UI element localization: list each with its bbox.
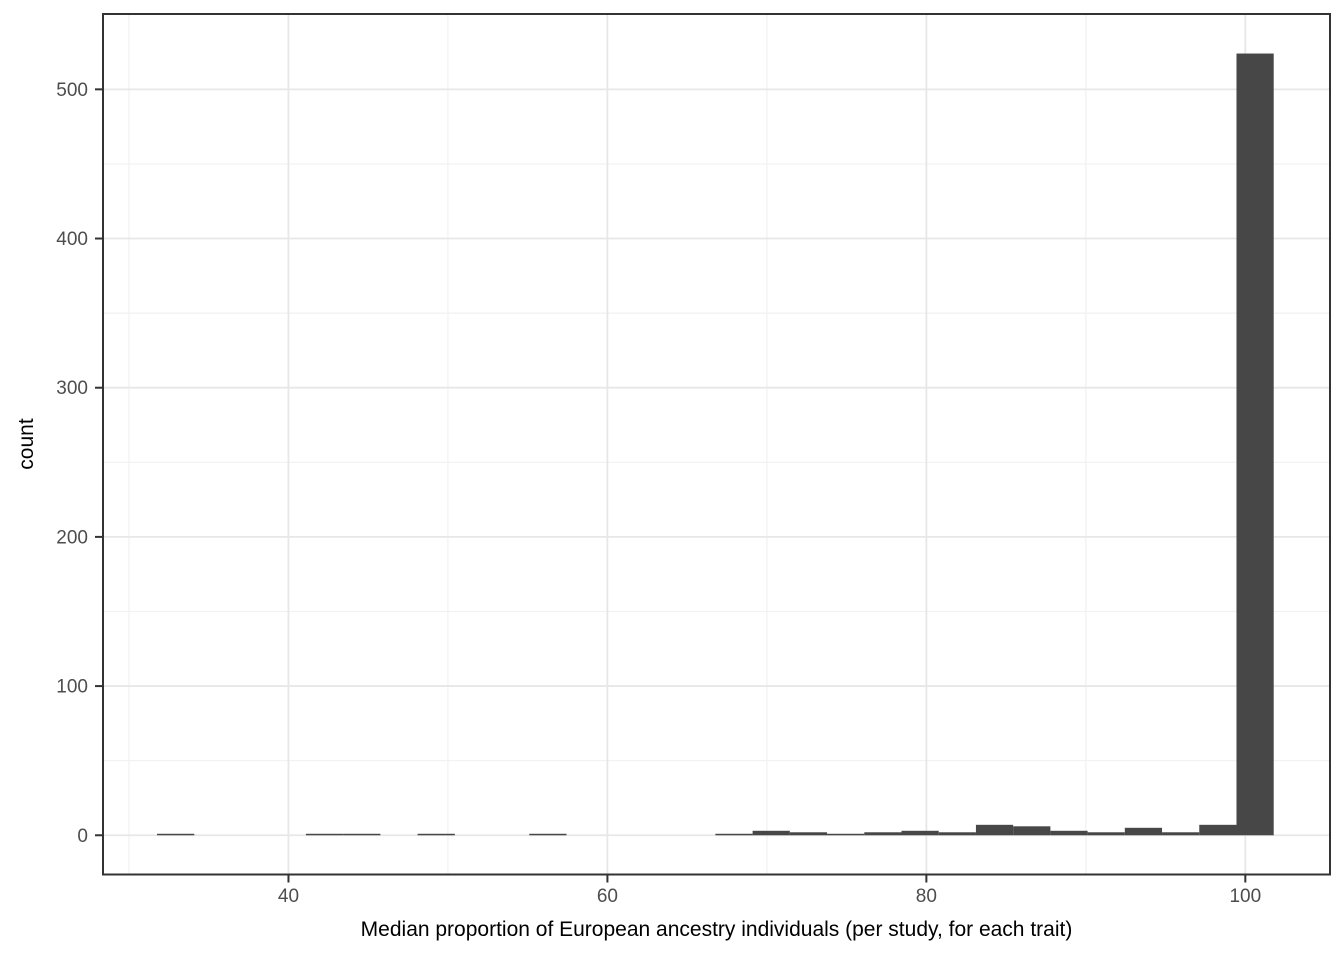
histogram-bar — [1199, 824, 1237, 836]
y-tick-label: 400 — [56, 229, 88, 250]
histogram-bar — [529, 833, 567, 836]
histogram-bar — [305, 833, 344, 836]
x-tick-label: 60 — [597, 886, 618, 907]
y-tick-label: 300 — [56, 378, 88, 399]
histogram-bar — [752, 830, 790, 836]
histogram-bar — [1236, 53, 1274, 836]
histogram-bar — [975, 824, 1014, 836]
y-tick-label: 200 — [56, 527, 88, 548]
histogram-bar — [1013, 826, 1051, 836]
histogram-bar — [789, 832, 828, 836]
histogram-bar — [1124, 827, 1163, 836]
panel-background — [103, 14, 1330, 875]
histogram-bar — [864, 832, 902, 836]
histogram-bar — [901, 830, 939, 836]
histogram-bar — [1050, 830, 1088, 836]
panel-border — [102, 13, 1331, 876]
x-tick-label: 40 — [278, 886, 299, 907]
x-axis-title: Median proportion of European ancestry i… — [360, 918, 1073, 941]
x-tick-label: 100 — [1229, 886, 1261, 907]
x-tick-label: 80 — [916, 886, 937, 907]
histogram-bar — [157, 833, 195, 836]
histogram-bar — [1087, 832, 1125, 836]
histogram-bar — [938, 832, 976, 836]
histogram-bar — [417, 833, 455, 836]
y-tick-label: 100 — [56, 677, 88, 698]
histogram-bar — [343, 833, 381, 836]
histogram-bar — [827, 833, 865, 836]
y-axis-title: count — [15, 418, 38, 470]
histogram-bar — [1162, 832, 1200, 836]
histogram-bar — [715, 833, 753, 836]
y-tick-label: 500 — [56, 80, 88, 101]
y-tick-label: 0 — [77, 826, 88, 847]
